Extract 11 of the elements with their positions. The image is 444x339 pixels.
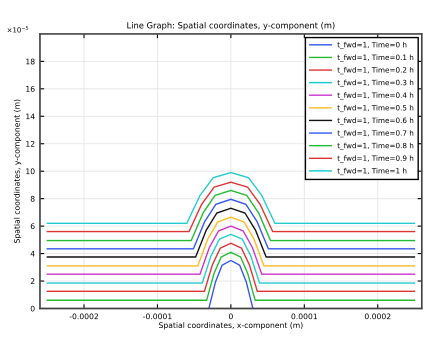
line-series	[46, 234, 416, 284]
line-series	[208, 260, 254, 308]
chart-title: Line Graph: Spatial coordinates, y-component (m)	[127, 22, 334, 30]
line-series	[46, 190, 416, 242]
line-series	[46, 216, 416, 267]
line-series	[46, 198, 416, 250]
line-series	[46, 252, 416, 301]
line-series	[46, 242, 416, 292]
line-series	[46, 208, 416, 258]
line-series	[46, 181, 416, 232]
line-series	[46, 225, 416, 275]
